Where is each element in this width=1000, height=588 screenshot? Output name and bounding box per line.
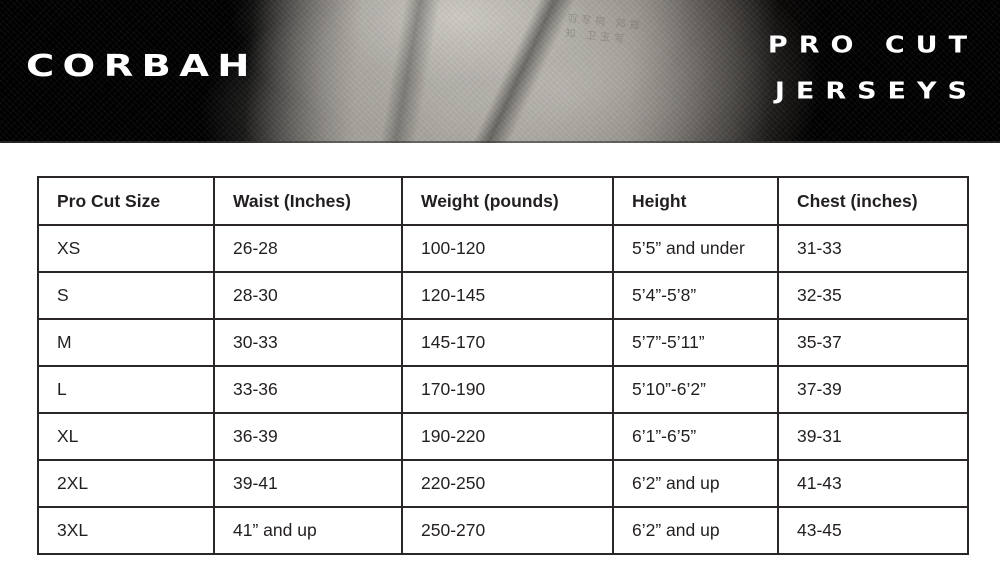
cell-chest: 41-43: [777, 459, 969, 508]
cell-waist: 26-28: [213, 224, 403, 273]
cell-weight: 120-145: [401, 271, 614, 320]
cell-weight: 220-250: [401, 459, 614, 508]
brand-logo: CORBAH: [26, 48, 258, 84]
cell-size: 3XL: [37, 506, 215, 555]
cell-height: 5’5” and under: [612, 224, 779, 273]
cell-chest: 31-33: [777, 224, 969, 273]
illegible-fabric-print: 羽写祠 邓寇知 卫玉写: [564, 13, 644, 46]
cell-chest: 32-35: [777, 271, 969, 320]
cell-size: 2XL: [37, 459, 215, 508]
cell-height: 5’4”-5’8”: [612, 271, 779, 320]
product-title-line1: PRO CUT: [767, 31, 978, 59]
cell-chest: 37-39: [777, 365, 969, 414]
cell-size: S: [37, 271, 215, 320]
table-row: XL 36-39 190-220 6’1”-6’5” 39-31: [37, 412, 969, 461]
cell-weight: 145-170: [401, 318, 614, 367]
product-title: PRO CUT JERSEYS: [768, 26, 978, 118]
cell-size: XS: [37, 224, 215, 273]
product-title-line2: JERSEYS: [774, 77, 978, 105]
cell-height: 6’2” and up: [612, 459, 779, 508]
header-waist: Waist (Inches): [213, 176, 403, 226]
cell-waist: 30-33: [213, 318, 403, 367]
cell-height: 5’7”-5’11”: [612, 318, 779, 367]
cell-weight: 170-190: [401, 365, 614, 414]
cell-size: L: [37, 365, 215, 414]
cell-weight: 250-270: [401, 506, 614, 555]
header-weight: Weight (pounds): [401, 176, 614, 226]
cell-waist: 39-41: [213, 459, 403, 508]
header-size: Pro Cut Size: [37, 176, 215, 226]
header-chest: Chest (inches): [777, 176, 969, 226]
table-row: L 33-36 170-190 5’10”-6’2” 37-39: [37, 365, 969, 414]
table-row: 2XL 39-41 220-250 6’2” and up 41-43: [37, 459, 969, 508]
table-row: 3XL 41” and up 250-270 6’2” and up 43-45: [37, 506, 969, 555]
cell-chest: 39-31: [777, 412, 969, 461]
cell-chest: 43-45: [777, 506, 969, 555]
banner-divider: [0, 141, 1000, 143]
cell-waist: 41” and up: [213, 506, 403, 555]
table-row: M 30-33 145-170 5’7”-5’11” 35-37: [37, 318, 969, 367]
cell-height: 5’10”-6’2”: [612, 365, 779, 414]
cell-size: M: [37, 318, 215, 367]
table-row: XS 26-28 100-120 5’5” and under 31-33: [37, 224, 969, 273]
table-header-row: Pro Cut Size Waist (Inches) Weight (poun…: [37, 176, 969, 226]
header-height: Height: [612, 176, 779, 226]
cell-waist: 28-30: [213, 271, 403, 320]
header-banner: 羽写祠 邓寇知 卫玉写 CORBAH PRO CUT JERSEYS: [0, 0, 1000, 143]
cell-height: 6’2” and up: [612, 506, 779, 555]
cell-waist: 33-36: [213, 365, 403, 414]
table-row: S 28-30 120-145 5’4”-5’8” 32-35: [37, 271, 969, 320]
cell-waist: 36-39: [213, 412, 403, 461]
cell-size: XL: [37, 412, 215, 461]
cell-weight: 190-220: [401, 412, 614, 461]
cell-height: 6’1”-6’5”: [612, 412, 779, 461]
size-chart-table: Pro Cut Size Waist (Inches) Weight (poun…: [37, 176, 969, 555]
cell-chest: 35-37: [777, 318, 969, 367]
cell-weight: 100-120: [401, 224, 614, 273]
